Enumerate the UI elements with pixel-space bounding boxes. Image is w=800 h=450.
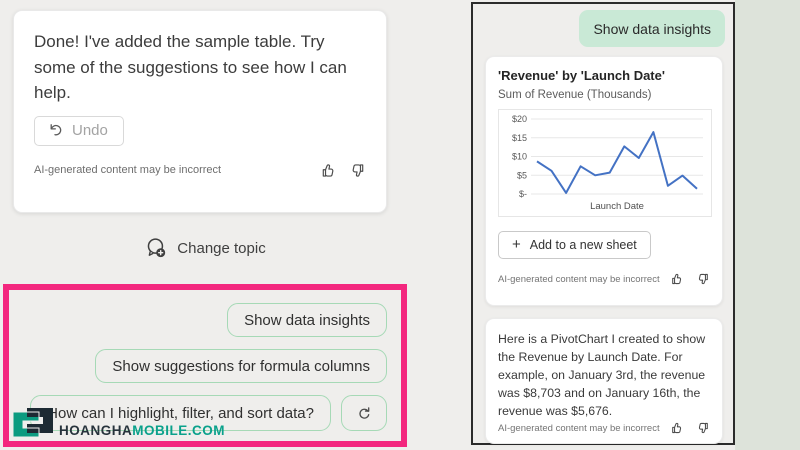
- undo-icon: [47, 122, 63, 138]
- thumbs-down-icon[interactable]: [696, 421, 710, 435]
- add-to-new-sheet-button[interactable]: + Add to a new sheet: [498, 231, 651, 259]
- undo-button[interactable]: Undo: [34, 115, 124, 146]
- copilot-pane-screenshot: Show data insights 'Revenue' by 'Launch …: [471, 2, 735, 445]
- svg-text:$-: $-: [519, 189, 527, 199]
- undo-button-label: Undo: [72, 121, 108, 139]
- ai-disclaimer: AI-generated content may be incorrect: [498, 422, 660, 434]
- assistant-message-text: Done! I've added the sample table. Try s…: [34, 32, 347, 102]
- suggestion-show-data-insights[interactable]: Show data insights: [227, 303, 387, 337]
- assistant-message-card: Done! I've added the sample table. Try s…: [13, 10, 387, 213]
- change-topic-button[interactable]: Change topic: [0, 236, 410, 260]
- svg-text:$5: $5: [517, 170, 527, 180]
- svg-text:$20: $20: [512, 114, 527, 124]
- suggestion-highlight-filter-sort[interactable]: How can I highlight, filter, and sort da…: [30, 395, 331, 431]
- assistant-reply-text: Here is a PivotChart I created to show t…: [498, 332, 706, 418]
- highlight-annotation-box: Show data insights Show suggestions for …: [3, 284, 407, 447]
- svg-text:$15: $15: [512, 133, 527, 143]
- change-topic-label: Change topic: [177, 239, 266, 257]
- watermark-text: HOANGHAMOBILE.COM: [59, 422, 225, 438]
- chart-card-title: 'Revenue' by 'Launch Date': [498, 68, 665, 83]
- thumbs-up-icon[interactable]: [670, 272, 684, 286]
- right-background-strip: [735, 0, 800, 450]
- add-to-new-sheet-label: Add to a new sheet: [529, 238, 637, 252]
- refresh-suggestions-button[interactable]: [341, 395, 387, 431]
- assistant-reply-card: Here is a PivotChart I created to show t…: [485, 318, 723, 444]
- chart-card: 'Revenue' by 'Launch Date' Sum of Revenu…: [485, 56, 723, 306]
- svg-text:Launch Date: Launch Date: [590, 201, 644, 212]
- ai-disclaimer: AI-generated content may be incorrect: [498, 273, 660, 285]
- user-message-bubble: Show data insights: [579, 10, 725, 47]
- thumbs-down-icon[interactable]: [349, 162, 366, 179]
- thumbs-down-icon[interactable]: [696, 272, 710, 286]
- watermark-logo-icon: [10, 404, 56, 444]
- suggestion-formula-columns[interactable]: Show suggestions for formula columns: [95, 349, 387, 383]
- revenue-chart: $20 $15 $10 $5 $- Launch Date: [498, 109, 712, 217]
- refresh-icon: [356, 405, 372, 421]
- thumbs-up-icon[interactable]: [670, 421, 684, 435]
- chat-bubble-plus-icon: [144, 236, 168, 260]
- svg-text:$10: $10: [512, 152, 527, 162]
- plus-icon: +: [512, 236, 521, 253]
- watermark: HOANGHAMOBILE.COM: [10, 404, 225, 444]
- thumbs-up-icon[interactable]: [320, 162, 337, 179]
- ai-disclaimer: AI-generated content may be incorrect: [34, 164, 222, 176]
- chart-card-subtitle: Sum of Revenue (Thousands): [498, 89, 652, 101]
